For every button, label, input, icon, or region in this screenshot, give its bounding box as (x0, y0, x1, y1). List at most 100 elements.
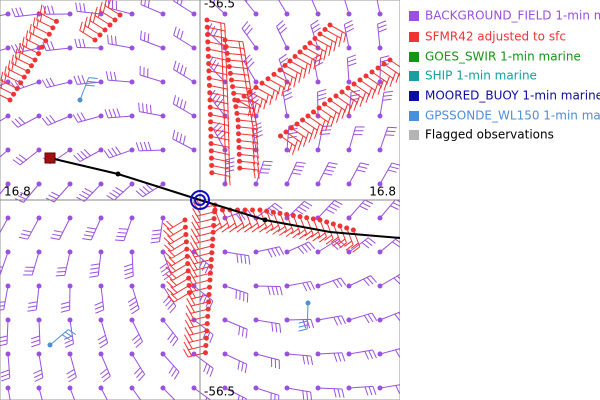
barb-staff (208, 0, 226, 15)
obs-dot (67, 385, 73, 391)
legend-swatch (409, 130, 419, 140)
barb-feather (115, 146, 122, 155)
obs-dot (315, 283, 321, 289)
barb-feather (284, 95, 293, 101)
obs-dot (230, 84, 236, 90)
barb-feather (380, 55, 390, 59)
barb-staff (371, 71, 388, 83)
obs-dot (377, 181, 383, 187)
barb-feather (97, 334, 106, 341)
obs-dot (204, 328, 210, 334)
obs-dot (381, 61, 387, 67)
barb-feather (325, 208, 335, 214)
barb-feather (83, 234, 93, 237)
barb-feather (347, 54, 356, 59)
barb-feather (344, 240, 353, 247)
barb-feather (283, 80, 287, 90)
obs-dot (208, 119, 214, 125)
barb-feather (308, 134, 313, 143)
barb-feather (68, 329, 77, 336)
obs-dot (97, 32, 103, 38)
barb-feather (321, 133, 331, 135)
barb-feather (220, 222, 228, 229)
barb-feather (104, 0, 107, 6)
barb-feather (195, 220, 201, 230)
barb-staff (209, 77, 227, 83)
barb-feather (359, 205, 368, 211)
barb-feather (88, 77, 98, 80)
barb-feather (135, 341, 143, 348)
obs-dot (277, 210, 283, 216)
obs-dot (284, 351, 290, 357)
barb-feather (321, 129, 331, 131)
obs-dot (32, 57, 38, 63)
barb-feather (89, 271, 99, 274)
barb-staff (211, 164, 230, 170)
obs-dot (300, 117, 305, 123)
barb-staff (347, 87, 364, 99)
barb-feather (76, 113, 83, 122)
legend-label: GPSSONDE_WL150 1-min mar (425, 109, 600, 123)
barb-feather (255, 121, 258, 131)
barb-feather (333, 352, 338, 362)
barb-feather (4, 65, 7, 75)
obs-dot (297, 49, 303, 55)
barb-staff (100, 353, 111, 377)
barb-feather (45, 78, 51, 87)
storm-track (49, 157, 401, 239)
obs-dot (207, 90, 213, 96)
barb-staff (29, 32, 46, 42)
obs-dot (322, 27, 328, 32)
obs-dot (222, 351, 228, 357)
obs-dot (112, 17, 118, 23)
obs-dot (346, 147, 352, 153)
obs-dot (346, 385, 352, 391)
barb-feather (323, 51, 327, 61)
barb-feather (118, 228, 129, 230)
barb-feather (188, 326, 194, 335)
barb-feather (0, 339, 8, 343)
obs-dot (98, 113, 104, 119)
barb-feather (79, 193, 88, 199)
barb-staff (0, 13, 9, 17)
barb-feather (228, 176, 231, 186)
barb-feather (245, 329, 248, 339)
barb-feather (344, 23, 354, 29)
barb-staff (210, 106, 228, 112)
barb-feather (255, 128, 259, 138)
legend-label: GOES_SWIR 1-min marine (425, 50, 581, 64)
barb-feather (10, 44, 16, 54)
obs-dot (242, 207, 248, 213)
barb-staff (311, 0, 319, 15)
barb-feather (99, 1, 103, 11)
obs-dot (191, 79, 197, 85)
barb-feather (135, 190, 144, 198)
barb-feather (183, 348, 189, 358)
barb-feather (247, 107, 251, 117)
barb-feather (227, 222, 236, 229)
barb-staff (210, 128, 229, 134)
barb-staff (292, 215, 301, 233)
obs-dot (205, 32, 211, 38)
obs-dot (222, 317, 228, 323)
barb-staff (324, 29, 342, 39)
barb-feather (319, 126, 324, 135)
barb-feather (281, 87, 285, 97)
barb-staff (207, 34, 226, 39)
barb-feather (253, 102, 257, 112)
barb-staff (348, 162, 361, 185)
obs-dot (253, 351, 259, 357)
obs-dot (315, 11, 321, 17)
barb-feather (302, 319, 307, 329)
barb-feather (166, 288, 175, 296)
barb-staff (191, 286, 210, 293)
barb-feather (317, 88, 327, 93)
barb-feather (107, 148, 114, 157)
barb-feather (213, 62, 219, 71)
barb-feather (15, 198, 24, 203)
barb-feather (280, 57, 289, 64)
barb-staff (188, 344, 207, 351)
barb-staff (244, 0, 257, 15)
barb-staff (326, 221, 334, 239)
obs-dot (344, 225, 350, 231)
